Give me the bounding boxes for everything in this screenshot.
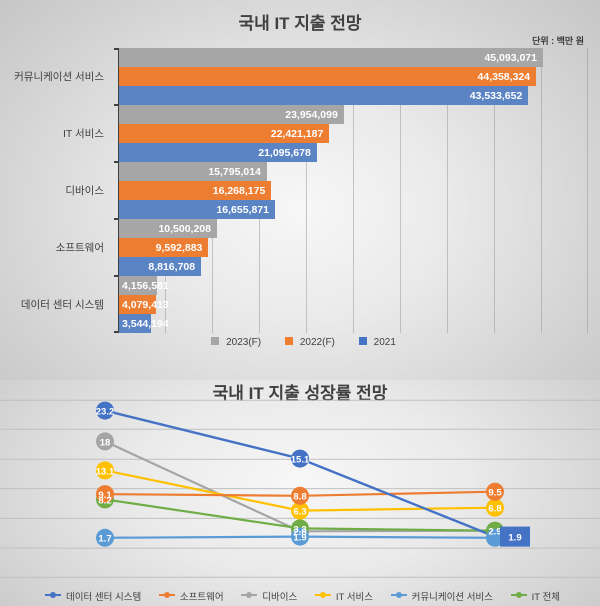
svg-text:1.9: 1.9 (293, 533, 306, 544)
svg-text:18: 18 (100, 437, 111, 448)
svg-text:8.8: 8.8 (293, 492, 306, 503)
svg-text:13.1: 13.1 (96, 466, 115, 477)
svg-text:15.1: 15.1 (291, 455, 310, 466)
svg-text:9.1: 9.1 (98, 490, 112, 501)
svg-text:9.5: 9.5 (488, 488, 502, 499)
svg-text:1.7: 1.7 (98, 534, 111, 545)
svg-text:23.2: 23.2 (96, 407, 115, 418)
svg-text:2.9: 2.9 (488, 527, 501, 538)
svg-text:6.8: 6.8 (488, 504, 501, 515)
svg-text:1.9: 1.9 (508, 533, 521, 544)
svg-text:6.3: 6.3 (293, 507, 306, 518)
